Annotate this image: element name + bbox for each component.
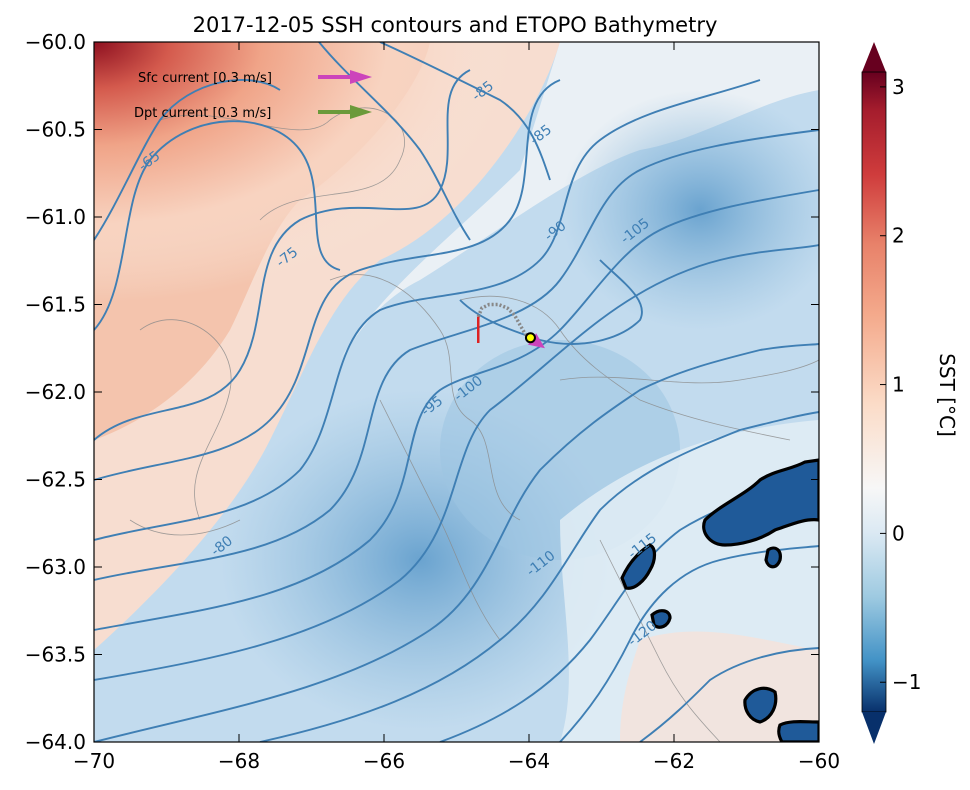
- y-tick-label: −62.5: [25, 468, 86, 492]
- y-tick-label: −62.0: [25, 380, 86, 404]
- x-tick-label: −62: [653, 749, 695, 773]
- y-tick-label: −64.0: [25, 730, 86, 754]
- colorbar-tick-label: 3: [892, 75, 905, 99]
- legend-arrow-dpt: [318, 105, 372, 119]
- land-patch-east-2: [620, 543, 657, 590]
- coastline-contours: [620, 458, 819, 742]
- colorbar-tick-label: 1: [892, 373, 905, 397]
- land-patch-east-1: [702, 458, 819, 547]
- ssh-contours: [94, 42, 819, 742]
- land-patch-east-5: [743, 686, 778, 724]
- sst-warm-corner: [94, 42, 514, 302]
- drifter-position-marker: [524, 332, 536, 344]
- bathymetry-contours: [129, 107, 819, 742]
- colorbar: 3 2 1 0 −1 SST [°C]: [861, 42, 959, 744]
- land-patch-east-6: [777, 720, 819, 742]
- y-tick-label: −63.0: [25, 555, 86, 579]
- legend: Sfc current [0.3 m/s] Dpt current [0.3 m…: [134, 70, 372, 121]
- colorbar-label: SST [°C]: [935, 353, 959, 437]
- x-tick-label: −66: [363, 749, 405, 773]
- y-axis: −60.0 −60.5 −61.0 −61.5 −62.0 −62.5 −63.0 −63.5…: [25, 30, 819, 754]
- y-tick-label: −60.0: [25, 30, 86, 54]
- colorbar-top-extension: [862, 42, 886, 72]
- chart-title: 2017-12-05 SSH contours and ETOPO Bathym…: [193, 13, 718, 37]
- legend-arrow-sfc: [318, 70, 372, 84]
- y-tick-label: −61.0: [25, 205, 86, 229]
- land-patch-east-4: [764, 546, 782, 569]
- colorbar-tick-label: 2: [892, 224, 905, 248]
- sst-cool-patch-2: [560, 90, 819, 330]
- colorbar-gradient: [861, 71, 887, 713]
- colorbar-ticks: 3 2 1 0 −1: [880, 75, 921, 694]
- y-tick-label: −60.5: [25, 118, 86, 142]
- x-tick-label: −60: [798, 749, 840, 773]
- land-patch-east-3: [650, 609, 672, 629]
- surface-current-vector: [527, 333, 545, 349]
- x-tick-label: −64: [508, 749, 550, 773]
- colorbar-tick-label: −1: [892, 670, 921, 694]
- sst-field: -65-75-80-85-85-90-95-100-105-110-115-12…: [94, 42, 819, 742]
- colorbar-tick-label: 0: [892, 521, 905, 545]
- legend-label-sfc: Sfc current [0.3 m/s]: [138, 71, 272, 86]
- drifter-track: [476, 302, 532, 340]
- colorbar-bottom-extension: [862, 712, 886, 744]
- y-tick-label: −61.5: [25, 293, 86, 317]
- x-tick-label: −70: [73, 749, 115, 773]
- x-axis: −70 −68 −66 −64 −62 −60: [73, 42, 840, 773]
- y-tick-label: −63.5: [25, 643, 86, 667]
- legend-label-dpt: Dpt current [0.3 m/s]: [134, 106, 271, 121]
- x-tick-label: −68: [218, 749, 260, 773]
